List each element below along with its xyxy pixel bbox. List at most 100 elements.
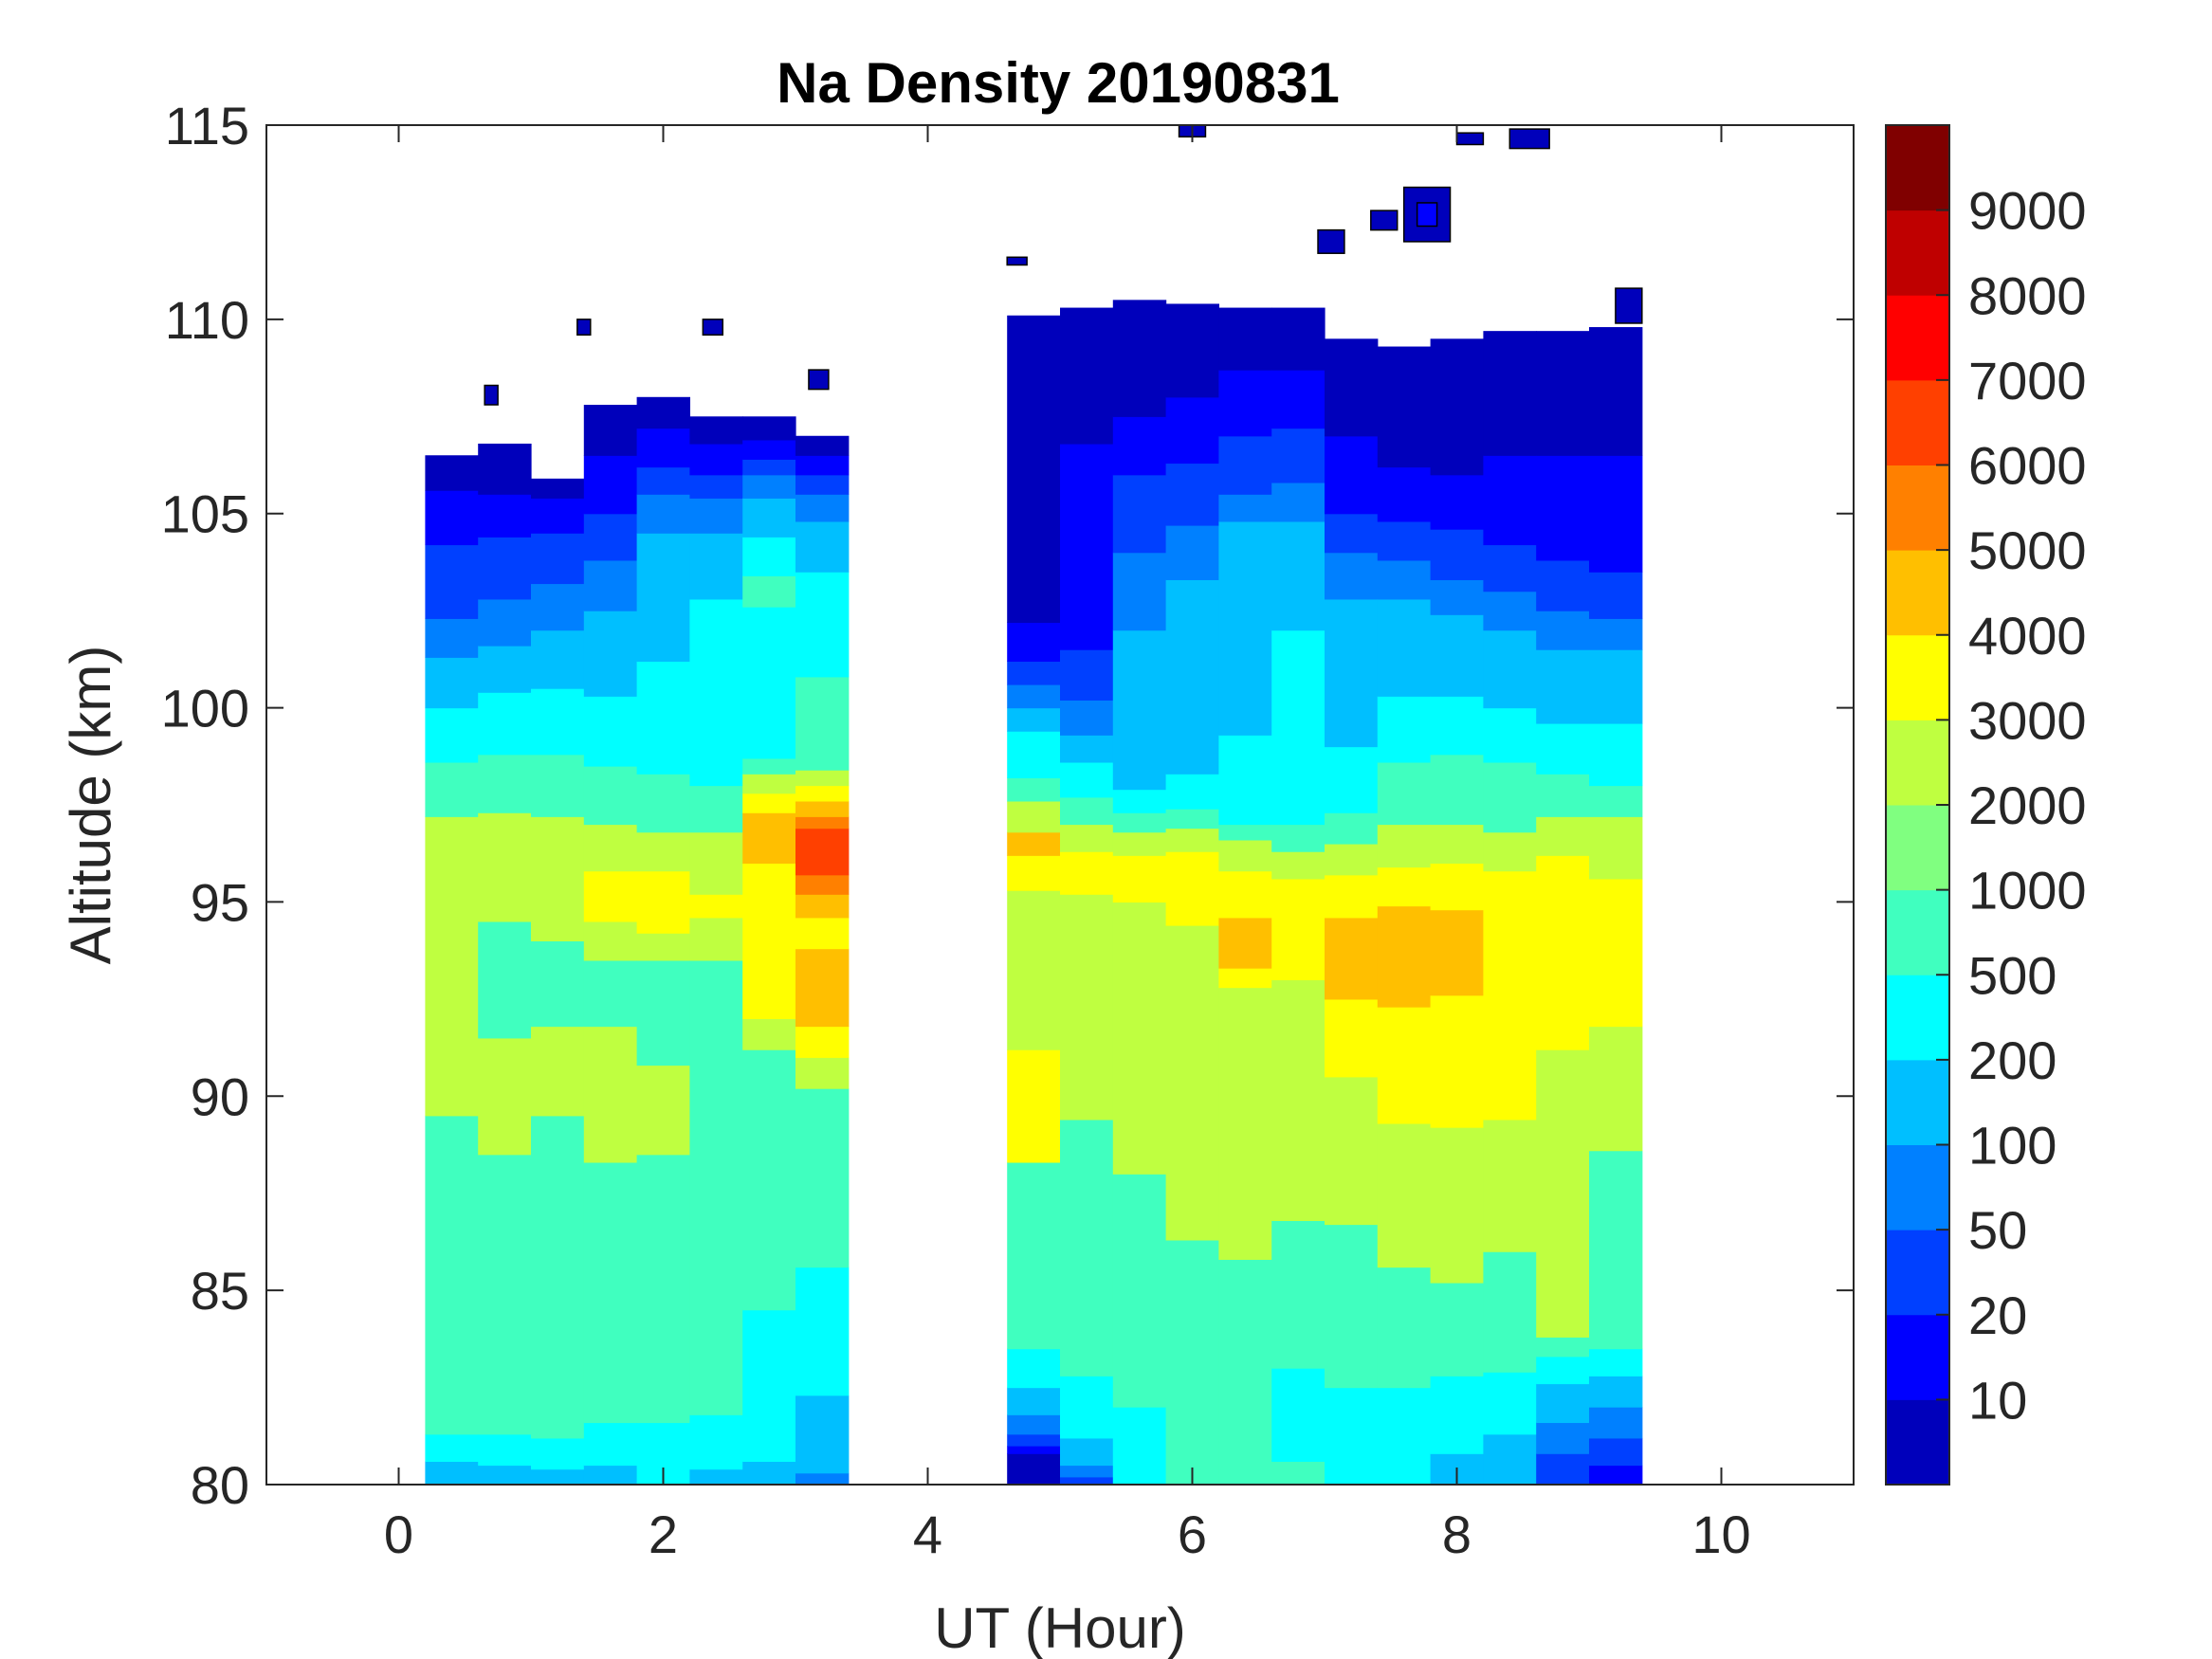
density-cell <box>425 1433 479 1463</box>
density-cell <box>1483 455 1537 546</box>
density-cell <box>689 1468 743 1486</box>
density-cell <box>583 959 638 1028</box>
density-cell <box>1007 777 1061 802</box>
density-cell <box>1430 1282 1484 1376</box>
density-cell <box>1430 338 1484 476</box>
density-cell <box>1377 1387 1432 1486</box>
density-cell <box>1377 1267 1432 1389</box>
density-cell <box>1325 843 1379 876</box>
colorbar-label: 10 <box>1968 1370 2027 1430</box>
density-cell <box>1112 300 1167 417</box>
density-cell <box>1325 998 1379 1078</box>
y-axis: 80 85 90 95 100 105 110 115 <box>161 96 1854 1515</box>
density-cell <box>1325 917 1379 1000</box>
density-cell <box>1218 494 1272 522</box>
density-cell <box>636 831 690 872</box>
density-cell <box>1007 1433 1061 1447</box>
density-cell <box>1589 1150 1643 1350</box>
density-cell <box>583 921 638 961</box>
density-cell <box>1589 785 1643 817</box>
density-cell <box>1483 1372 1537 1435</box>
x-tick-label: 4 <box>913 1504 942 1564</box>
density-cell <box>795 435 850 456</box>
x-tick-label: 6 <box>1178 1504 1207 1564</box>
density-cell <box>1430 529 1484 580</box>
density-patch <box>576 319 592 336</box>
density-cell <box>742 537 796 576</box>
y-tick-label: 115 <box>165 96 249 155</box>
density-cell <box>1271 979 1325 1221</box>
density-cell <box>795 1057 850 1089</box>
y-tick-label: 105 <box>161 484 249 544</box>
density-cell <box>1007 622 1061 663</box>
y-tick-label: 110 <box>165 290 249 350</box>
density-cell <box>1112 552 1167 631</box>
density-cell <box>1325 338 1379 437</box>
density-patch <box>1416 202 1438 228</box>
density-cell <box>1483 831 1537 872</box>
density-cell <box>1165 809 1219 830</box>
colorbar-band <box>1886 210 1949 296</box>
density-cell <box>689 498 743 534</box>
density-cell <box>1165 525 1219 580</box>
density-cell <box>636 661 690 775</box>
density-cell <box>478 646 532 693</box>
density-cell <box>1536 331 1590 456</box>
colorbar-band <box>1886 889 1949 975</box>
density-cell <box>531 1468 585 1486</box>
colorbar-band <box>1886 975 1949 1061</box>
density-cell <box>795 948 850 1028</box>
density-cell <box>689 917 743 961</box>
density-cell <box>1377 905 1432 1008</box>
colorbar-label: 6000 <box>1968 436 2087 496</box>
colorbar-band <box>1886 295 1949 381</box>
colorbar-band <box>1886 1399 1949 1486</box>
density-cell <box>1325 1224 1379 1389</box>
density-cell <box>478 443 532 495</box>
density-cell <box>1536 1356 1590 1385</box>
density-cell <box>1271 824 1325 852</box>
x-tick-label: 2 <box>649 1504 678 1564</box>
density-cell <box>1377 559 1432 600</box>
density-cell <box>742 757 796 775</box>
colorbar-label: 1000 <box>1968 861 2087 921</box>
density-cell <box>795 785 850 802</box>
density-cell <box>1483 544 1537 592</box>
x-tick-label: 0 <box>384 1504 413 1564</box>
density-cell <box>1430 1376 1484 1454</box>
density-cell <box>1060 735 1114 763</box>
density-cell <box>1483 707 1537 763</box>
density-cell <box>1007 731 1061 778</box>
density-cell <box>1377 1122 1432 1268</box>
density-cell <box>1165 774 1219 810</box>
density-patch <box>1508 128 1550 150</box>
density-cell <box>1483 761 1537 833</box>
density-cell <box>1589 816 1643 880</box>
density-cell <box>583 766 638 826</box>
density-cell <box>742 863 796 1019</box>
density-cell <box>1271 482 1325 522</box>
colorbar-band <box>1886 1059 1949 1145</box>
density-cell <box>425 1461 479 1486</box>
density-patch <box>1006 256 1028 266</box>
density-cell <box>795 1395 850 1474</box>
colorbar-label: 3000 <box>1968 690 2087 750</box>
density-cell <box>1007 315 1061 624</box>
density-cell <box>425 816 479 1117</box>
density-cell <box>583 824 638 872</box>
density-cell <box>1536 649 1590 724</box>
density-cell <box>1060 824 1114 852</box>
density-cell <box>742 575 796 608</box>
density-cell <box>1112 855 1167 903</box>
density-cell <box>1589 722 1643 787</box>
density-cell <box>795 894 850 919</box>
density-cell <box>1060 649 1114 701</box>
density-cell <box>1007 855 1061 891</box>
density-cell <box>689 443 743 476</box>
density-cell <box>1218 870 1272 919</box>
y-tick-label: 85 <box>191 1261 249 1321</box>
colorbar-band <box>1886 465 1949 551</box>
density-cell <box>583 611 638 697</box>
density-cell <box>689 533 743 600</box>
